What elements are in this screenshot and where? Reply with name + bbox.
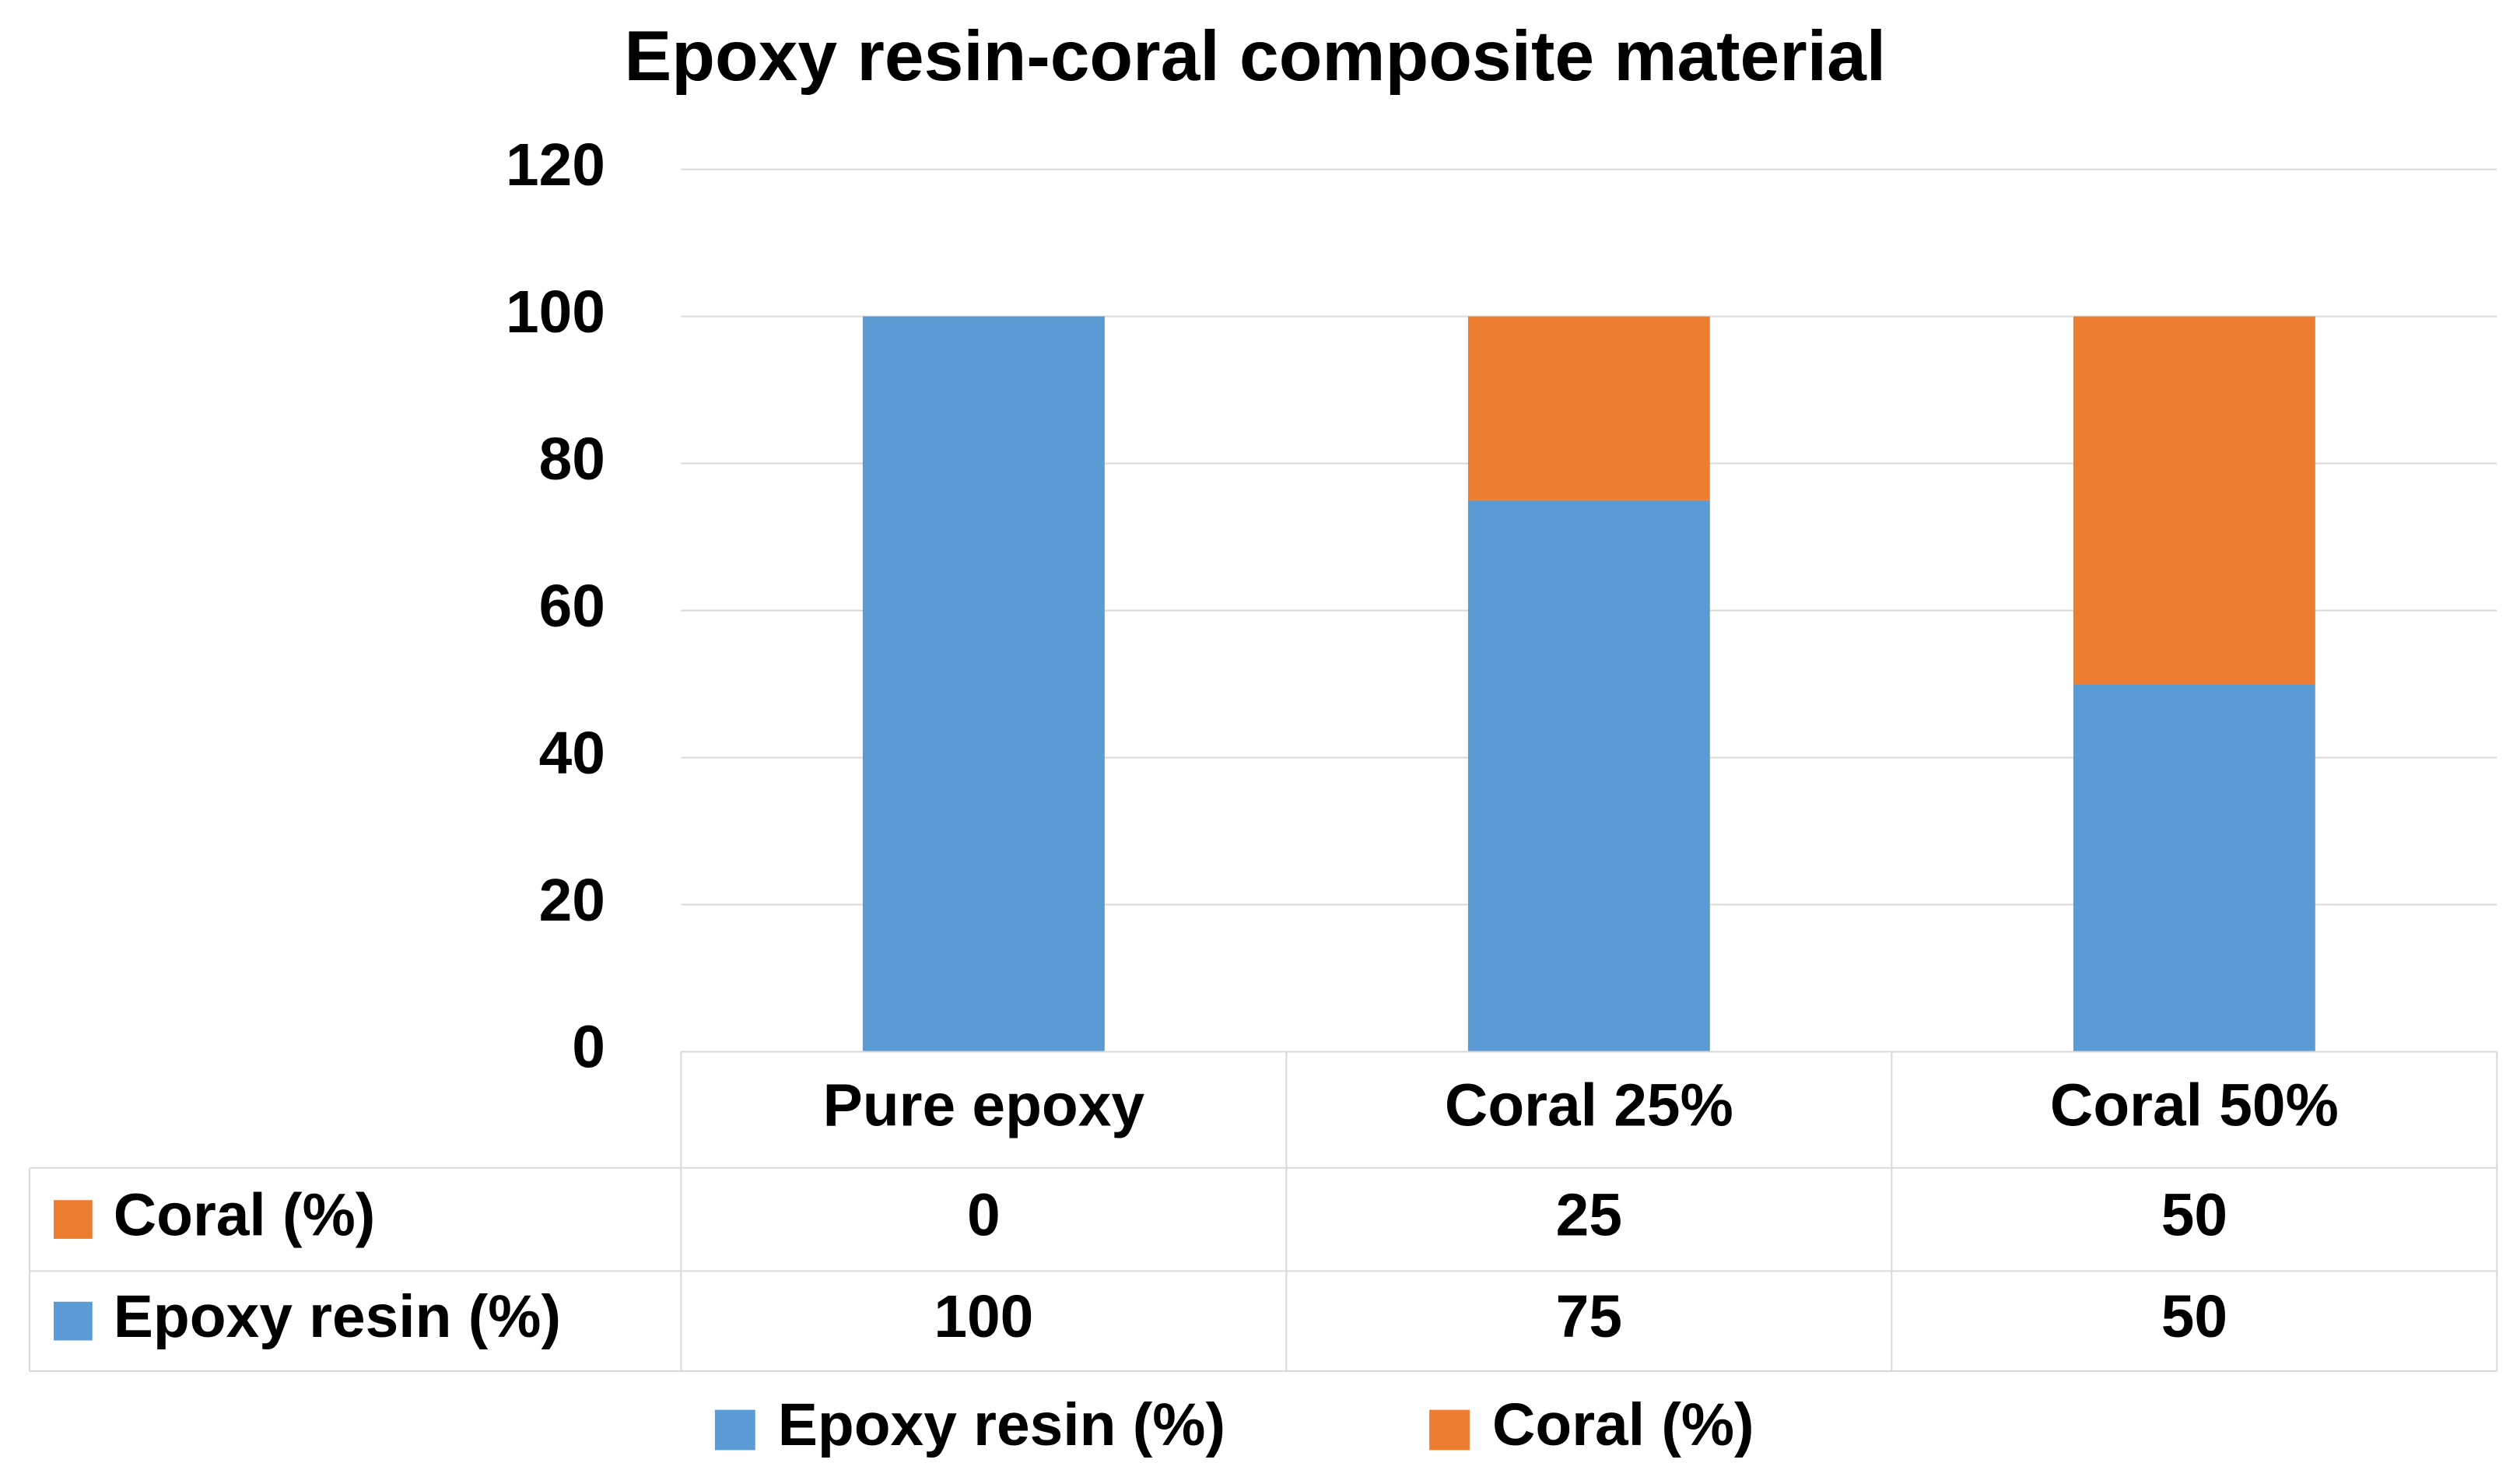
bar-segment — [1467, 316, 1710, 500]
x-tick-label: Coral 25% — [1445, 1072, 1733, 1138]
legend-key — [1429, 1409, 1470, 1451]
table-cell: 0 — [967, 1182, 1001, 1248]
x-tick-label: Coral 50% — [2050, 1072, 2339, 1138]
legend-key — [714, 1409, 755, 1451]
y-tick-label: 20 — [539, 868, 605, 934]
chart-title: Epoxy resin-coral composite material — [624, 16, 1886, 96]
bar-segment — [1467, 500, 1710, 1052]
table-row-label: Epoxy resin (%) — [114, 1284, 561, 1350]
y-tick-label: 100 — [506, 279, 605, 346]
y-tick-label: 80 — [539, 426, 605, 493]
legend-label: Epoxy resin (%) — [778, 1392, 1225, 1458]
x-tick-label: Pure epoxy — [823, 1072, 1145, 1138]
table-legend-key — [54, 1301, 93, 1341]
y-tick-label: 120 — [506, 132, 605, 198]
bar-segment — [2073, 684, 2315, 1052]
table-cell: 100 — [934, 1284, 1033, 1350]
legend-label: Coral (%) — [1492, 1392, 1754, 1458]
table-cell: 75 — [1556, 1284, 1622, 1350]
table-cell: 25 — [1556, 1182, 1622, 1248]
table-cell: 50 — [2161, 1182, 2227, 1248]
table-legend-key — [54, 1200, 93, 1239]
bar-segment — [862, 316, 1105, 1052]
y-tick-label: 40 — [539, 721, 605, 787]
y-tick-label: 60 — [539, 574, 605, 640]
table-cell: 50 — [2161, 1284, 2227, 1350]
bar-segment — [2073, 316, 2315, 685]
y-tick-label: 0 — [572, 1015, 605, 1081]
table-row-label: Coral (%) — [114, 1182, 376, 1248]
